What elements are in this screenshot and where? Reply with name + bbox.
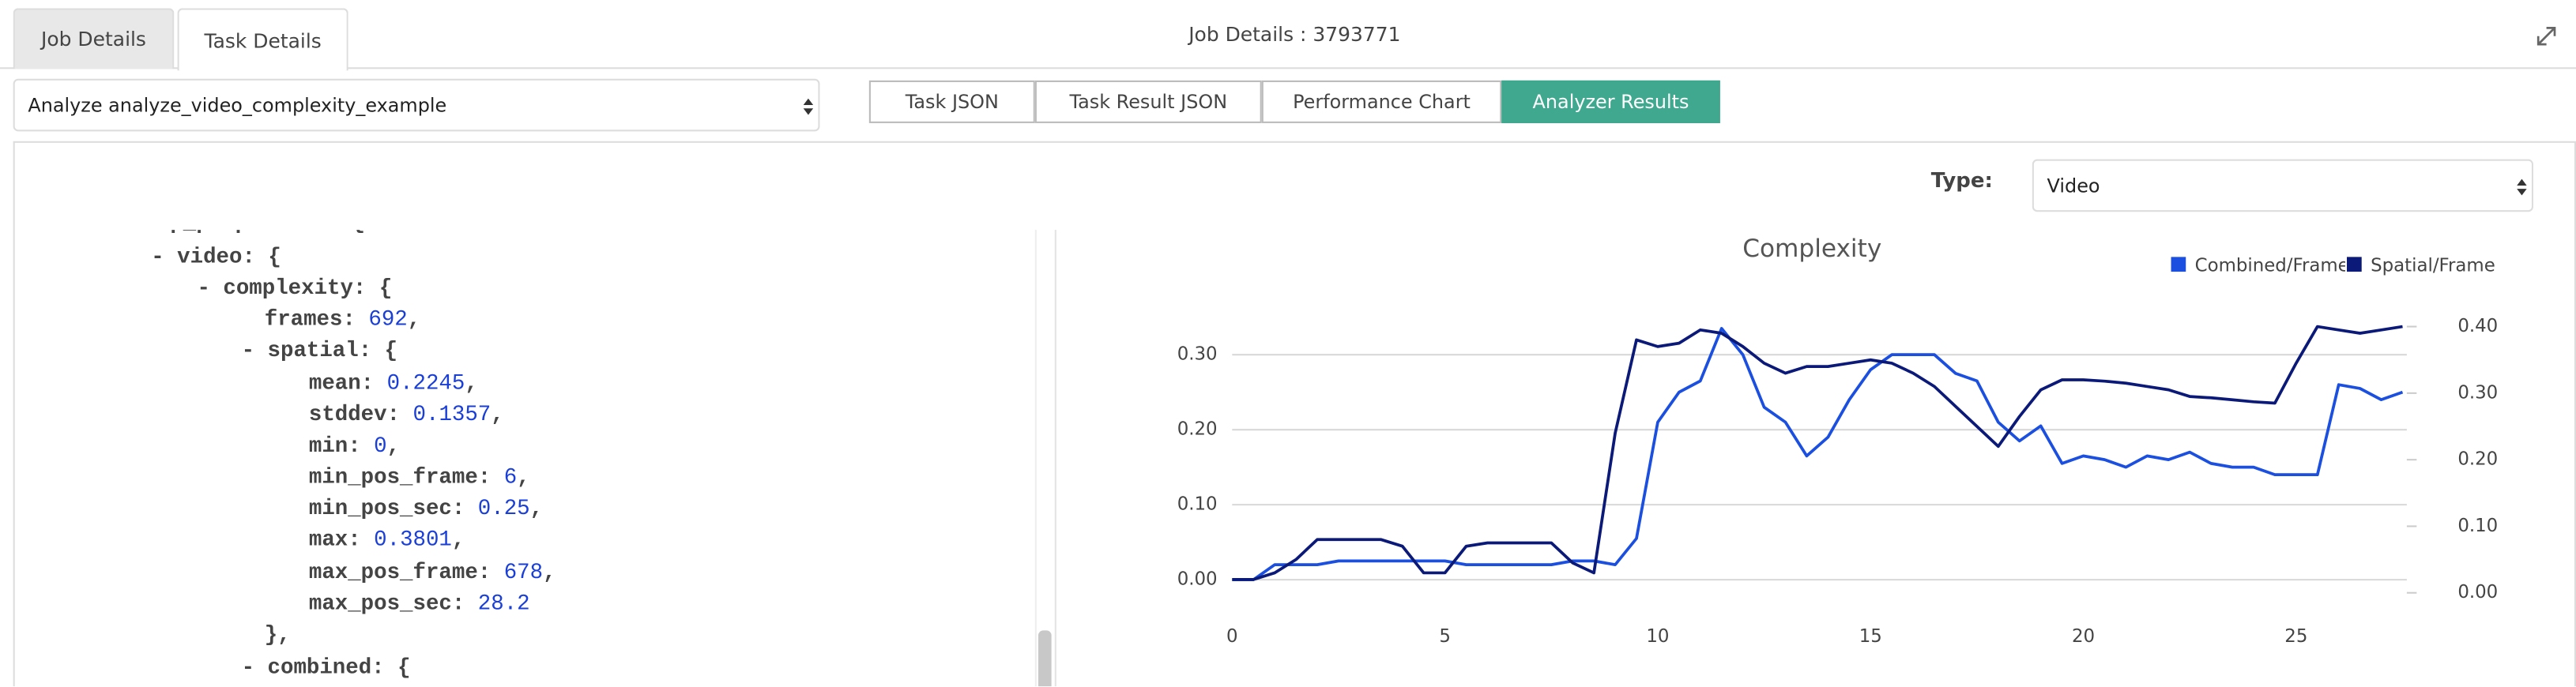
tab-active[interactable]: Task Details: [177, 8, 348, 71]
x-tick-label: 25: [2284, 626, 2307, 647]
y2-tick-label: 0.20: [2457, 449, 2498, 470]
type-label: Type:: [1930, 167, 1993, 193]
type-select[interactable]: Video: [2032, 159, 2533, 212]
json-line: - spatial: {: [242, 335, 397, 366]
y2-tick-label: 0.40: [2457, 316, 2498, 336]
button[interactable]: Performance Chart: [1261, 80, 1502, 123]
y2-tick-label: 0.30: [2457, 382, 2498, 403]
json-key: max_pos_frame:: [308, 559, 491, 585]
select-arrow: [2517, 178, 2527, 196]
json-key: frames:: [264, 306, 356, 332]
series-line: [1232, 325, 2403, 581]
y-tick-label: 0.00: [1177, 569, 1218, 590]
series-line: [1232, 327, 2404, 581]
json-value: 0.2245: [386, 370, 465, 396]
json-value: 692: [368, 306, 408, 332]
json-line: max_pos_frame: 678,: [309, 557, 556, 588]
button[interactable]: Task Result JSON: [1034, 80, 1262, 123]
json-punct: ,: [543, 559, 556, 585]
json-line: min_pos_frame: 6,: [309, 461, 530, 493]
json-value: 0.3801: [374, 527, 452, 552]
legend-label: Combined/Frame: [2195, 255, 2349, 276]
json-line: - deep_properties: {: [105, 230, 365, 238]
content-panel: [13, 141, 2576, 687]
json-line: - complexity: {: [197, 272, 392, 304]
scroll-thumb[interactable]: [1038, 630, 1052, 687]
json-key: - combined: {: [241, 655, 411, 680]
chart-title: Complexity: [1742, 235, 1881, 263]
json-key: min_pos_sec:: [308, 495, 465, 521]
json-value: 28.2: [477, 591, 530, 616]
json-line: stddev: 0.1357,: [309, 399, 504, 430]
json-key: - video: {: [151, 244, 281, 269]
json-value: 678: [503, 559, 544, 585]
json-key: - complexity: {: [197, 276, 393, 301]
scroll-track: [1034, 230, 1037, 687]
legend-swatch: [2169, 255, 2188, 274]
json-key: mean:: [308, 370, 375, 396]
json-line: frames: 692,: [265, 304, 421, 336]
json-value: 0.25: [477, 495, 530, 521]
json-key: - spatial: {: [241, 338, 398, 363]
expand-icon[interactable]: [2535, 24, 2558, 47]
json-punct: ,: [465, 370, 478, 396]
legend-swatch: [2344, 255, 2363, 274]
json-key: },: [264, 621, 291, 648]
y2-tick-label: 0.10: [2457, 516, 2498, 536]
json-key: - deep_properties: {: [105, 230, 365, 235]
json-line: min: 0,: [309, 430, 400, 462]
json-key: min_pos_frame:: [308, 464, 491, 490]
json-value: 0: [374, 433, 387, 459]
json-key: max_pos_sec:: [308, 591, 465, 616]
x-tick-label: 10: [1646, 626, 1669, 647]
json-line: - video: {: [151, 242, 281, 273]
json-line: mean: 0.2245,: [309, 368, 478, 400]
y2-tick-label: 0.00: [2457, 582, 2498, 603]
json-punct: ,: [529, 495, 544, 521]
json-line: - combined: {: [242, 651, 411, 683]
json-line: max: 0.3801,: [309, 524, 465, 555]
x-tick-label: 5: [1439, 626, 1451, 647]
json-key: min:: [308, 433, 361, 459]
x-tick-label: 0: [1226, 626, 1238, 647]
y-tick-label: 0.20: [1177, 419, 1218, 440]
task-select-text: Analyze analyze_video_complexity_example: [28, 93, 447, 117]
header-rule: [0, 67, 2576, 69]
json-line: max_pos_sec: 28.2: [309, 588, 530, 619]
legend-label: Spatial/Frame: [2371, 255, 2495, 276]
tab[interactable]: Job Details: [13, 8, 175, 69]
json-value: 6: [503, 464, 518, 490]
x-tick-label: 20: [2072, 626, 2095, 647]
json-punct: ,: [451, 527, 465, 552]
select-arrow: [803, 98, 814, 115]
button[interactable]: Task JSON: [868, 80, 1035, 123]
json-punct: ,: [407, 306, 421, 332]
json-punct: ,: [517, 464, 530, 490]
button-active[interactable]: Analyzer Results: [1501, 80, 1720, 123]
y-tick-label: 0.30: [1177, 344, 1218, 365]
x-tick-label: 15: [1859, 626, 1882, 647]
type-select-text: Video: [2047, 174, 2100, 197]
json-punct: ,: [386, 433, 401, 459]
header-title: Job Details : 3793771: [1188, 23, 1401, 47]
y-tick-label: 0.10: [1177, 494, 1218, 515]
json-key: max:: [308, 527, 361, 552]
json-view: - deep_properties: { - video: { - comple…: [15, 230, 1034, 687]
json-punct: ,: [491, 402, 504, 427]
json-key: stddev:: [308, 402, 401, 427]
json-value: 0.1357: [412, 402, 491, 427]
json-line: min_pos_sec: 0.25,: [309, 493, 543, 524]
task-select[interactable]: Analyze analyze_video_complexity_example: [13, 78, 820, 132]
divider: [1054, 230, 1056, 687]
json-line: },: [265, 619, 291, 651]
